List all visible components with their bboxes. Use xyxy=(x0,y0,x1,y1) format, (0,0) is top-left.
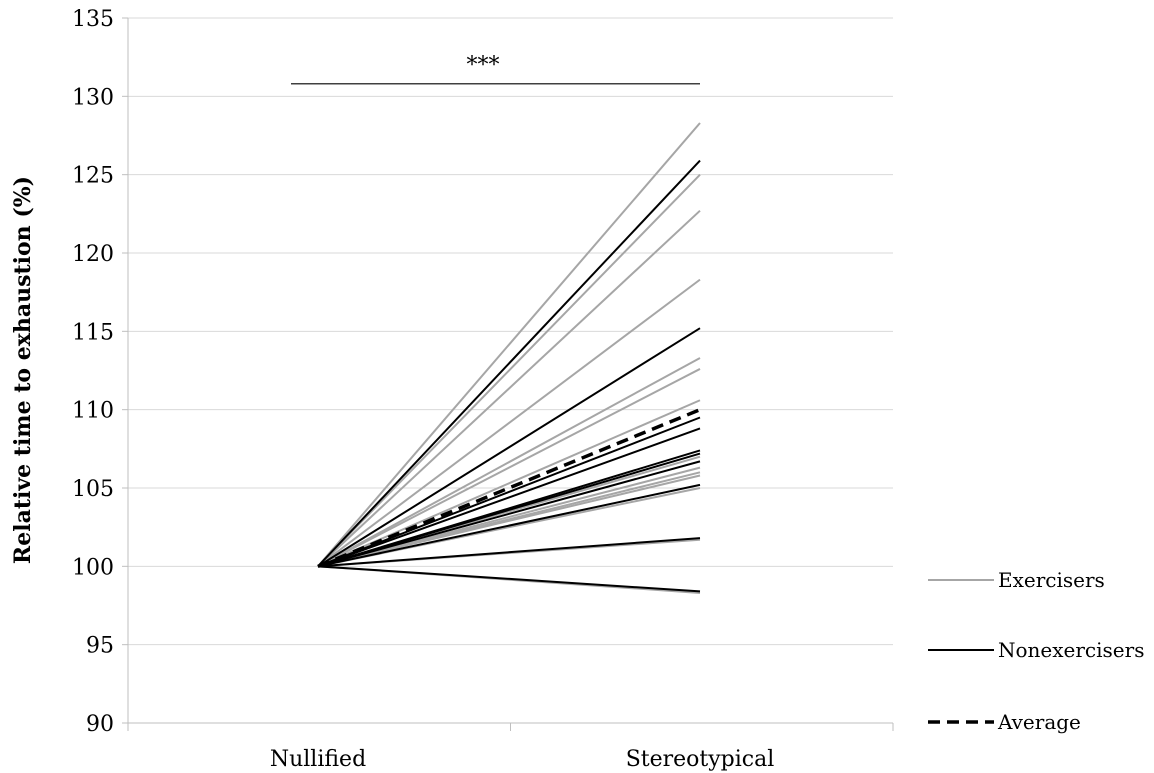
x-category-label: Stereotypical xyxy=(626,747,775,772)
significance-bracket: *** xyxy=(291,53,700,85)
series-line-exercisers xyxy=(317,474,701,568)
y-tick-label: 100 xyxy=(72,555,114,580)
legend-label: Average xyxy=(997,710,1081,734)
series-line-nonexercisers xyxy=(317,427,701,568)
series-line-exercisers xyxy=(317,399,701,568)
y-tick-label: 130 xyxy=(72,85,114,110)
series-line-nonexercisers xyxy=(317,483,701,568)
series-line-nonexercisers xyxy=(317,565,701,593)
x-category-labels: Nullified Stereotypical xyxy=(270,747,774,772)
series-lines xyxy=(317,122,701,594)
series-line-exercisers xyxy=(317,368,701,568)
significance-label: *** xyxy=(467,53,500,78)
series-line-exercisers xyxy=(317,278,701,568)
legend-label: Exercisers xyxy=(998,568,1105,592)
y-tick-label: 95 xyxy=(86,634,114,659)
y-tick-label: 135 xyxy=(72,7,114,32)
series-line-exercisers xyxy=(317,357,701,568)
gridlines xyxy=(128,17,893,646)
series-line-nonexercisers xyxy=(317,452,701,568)
y-tick-label: 110 xyxy=(72,399,114,424)
series-line-exercisers xyxy=(317,173,701,568)
series-line-nonexercisers xyxy=(317,537,701,568)
y-tick-label: 125 xyxy=(72,164,114,189)
series-line-exercisers xyxy=(317,122,701,567)
y-tick-label: 105 xyxy=(72,477,114,502)
legend-label: Nonexercisers xyxy=(998,638,1144,662)
axes xyxy=(122,17,894,731)
y-tick-label: 115 xyxy=(72,320,114,345)
series-line-nonexercisers xyxy=(317,460,701,568)
series-line-average xyxy=(317,408,701,568)
series-line-nonexercisers xyxy=(317,159,701,568)
x-category-label: Nullified xyxy=(270,747,366,772)
y-tick-labels: 90 95 100 105 110 115 120 125 130 135 xyxy=(72,7,114,737)
y-tick-label: 90 xyxy=(86,712,114,737)
y-tick-label: 120 xyxy=(72,242,114,267)
series-line-nonexercisers xyxy=(317,327,701,568)
legend: Exercisers Nonexercisers Average xyxy=(928,568,1144,734)
series-line-exercisers xyxy=(317,209,701,568)
y-axis-label: Relative time to exhaustion (%) xyxy=(10,176,36,564)
